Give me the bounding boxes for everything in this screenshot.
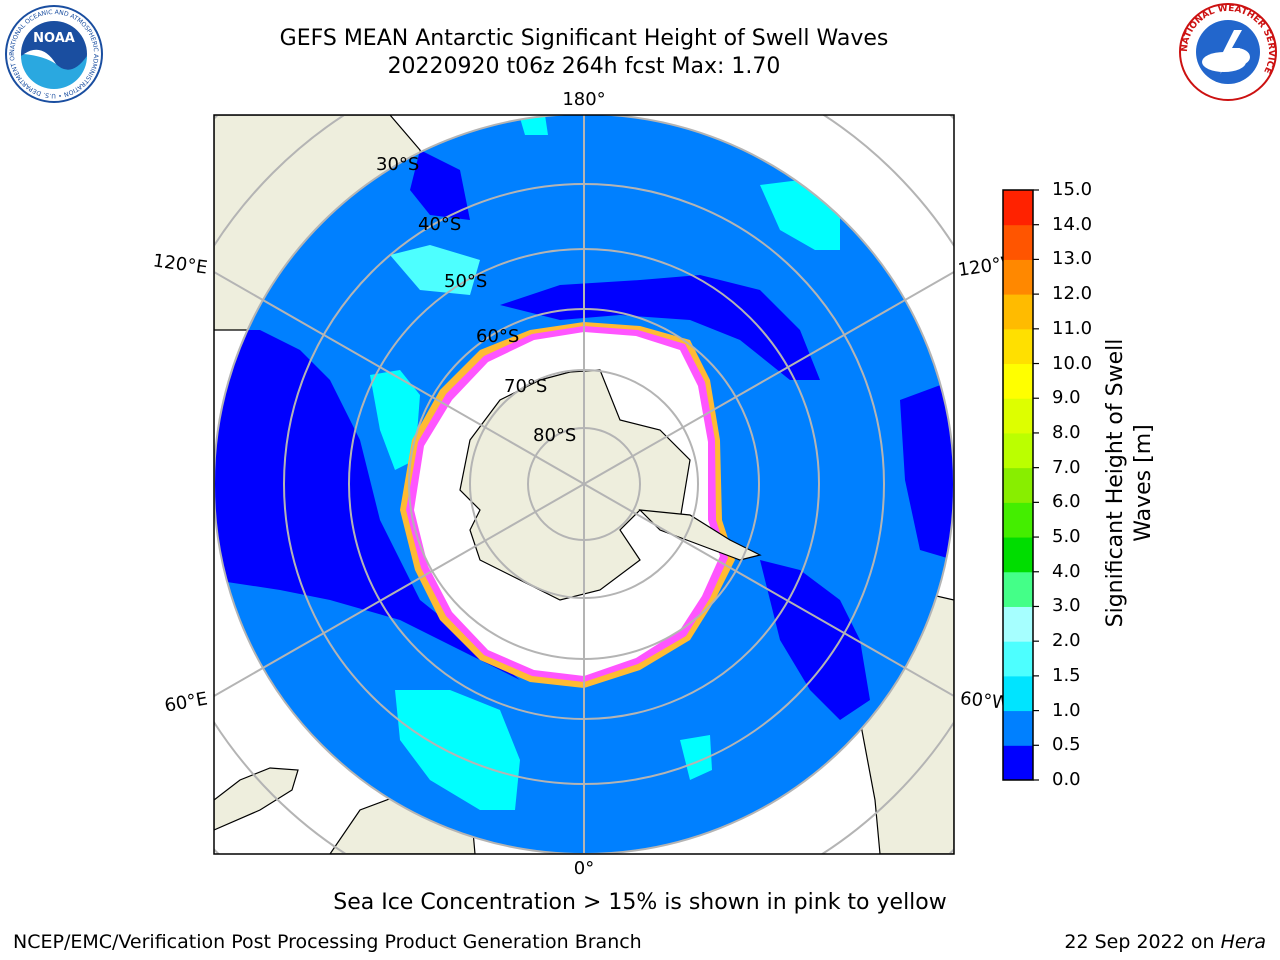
swell-region-north — [520, 115, 548, 135]
lon-label-60e: 60°E — [163, 688, 209, 716]
colorbar-tick-label: 1.5 — [1052, 664, 1081, 686]
lon-label-0: 0° — [574, 858, 594, 879]
colorbar-segment — [1003, 294, 1033, 330]
calm-region-tasman — [410, 150, 470, 220]
calm-region-ne — [900, 380, 954, 560]
swell-region-west — [370, 370, 420, 470]
lat-label-50s: 50°S — [444, 271, 487, 292]
sea-ice-note: Sea Ice Concentration > 15% is shown in … — [333, 890, 947, 915]
colorbar-segment — [1003, 710, 1033, 746]
colorbar-tick-label: 13.0 — [1052, 248, 1093, 270]
noaa-wordmark: NOAA — [33, 31, 75, 46]
colorbar-segment — [1003, 432, 1033, 469]
lat-label-60s: 60°S — [476, 326, 519, 347]
land-antarctica — [459, 369, 691, 601]
footer-host: Hera — [1220, 931, 1266, 953]
swell-region-indian — [395, 690, 520, 810]
colorbar-tick-label: 6.0 — [1052, 491, 1081, 513]
colorbar-tick-label: 5.0 — [1052, 526, 1081, 548]
graticule — [214, 115, 954, 854]
colorbar-label: Significant Height of Swell Waves [m] — [1103, 338, 1156, 628]
footer-credit: NCEP/EMC/Verification Post Processing Pr… — [13, 931, 642, 953]
lon-label-120e: 120°E — [152, 250, 209, 278]
colorbar-segment — [1003, 259, 1033, 295]
colorbar-segment — [1003, 641, 1033, 677]
colorbar-segment — [1003, 606, 1033, 642]
footer-date-text: 22 Sep 2022 on — [1064, 931, 1221, 953]
colorbar-segment — [1003, 502, 1033, 538]
colorbar-tick-label: 3.0 — [1052, 595, 1081, 617]
colorbar-tick-label: 11.0 — [1052, 317, 1093, 339]
colorbar — [1002, 189, 1039, 781]
colorbar-tick-label: 9.0 — [1052, 387, 1081, 409]
colorbar-tick-label: 15.0 — [1052, 179, 1093, 200]
swell-region-south — [680, 735, 712, 780]
lat-label-30s: 30°S — [376, 154, 419, 175]
land-madagascar — [214, 767, 299, 831]
lat-label-80s: 80°S — [533, 425, 576, 446]
noaa-logo: NATIONAL OCEANIC AND ATMOSPHERIC ADMINIS… — [1, 0, 104, 104]
colorbar-segment — [1003, 537, 1033, 573]
colorbar-tick-label: 1.0 — [1052, 699, 1081, 721]
colorbar-tick-label: 14.0 — [1052, 213, 1093, 235]
colorbar-segment — [1003, 224, 1033, 260]
calm-region-north — [500, 275, 820, 380]
colorbar-segment — [1003, 745, 1033, 781]
colorbar-segment — [1003, 328, 1033, 365]
lat-label-40s: 40°S — [418, 214, 461, 235]
chart-title: GEFS MEAN Antarctic Significant Height o… — [279, 26, 889, 51]
colorbar-tick-label: 8.0 — [1052, 421, 1081, 443]
colorbar-tick-label: 7.0 — [1052, 456, 1081, 478]
map-frame — [213, 114, 955, 855]
colorbar-segment — [1003, 398, 1033, 434]
colorbar-segment — [1003, 190, 1033, 226]
lat-label-70s: 70°S — [504, 376, 547, 397]
colorbar-tick-label: 12.0 — [1052, 283, 1093, 305]
footer-date: 22 Sep 2022 on Hera — [1064, 931, 1266, 953]
colorbar-segment — [1003, 571, 1033, 607]
nws-logo: NATIONAL WEATHER SERVICE — [1178, 2, 1278, 102]
chart-subtitle: 20220920 t06z 264h fcst Max: 1.70 — [387, 54, 781, 79]
colorbar-tick-label: 2.0 — [1052, 630, 1081, 652]
colorbar-tick-label: 0.0 — [1052, 769, 1081, 790]
colorbar-segment — [1003, 363, 1033, 399]
map-area — [214, 115, 954, 854]
colorbar-tick-label: 4.0 — [1052, 560, 1081, 582]
colorbar-segment — [1003, 675, 1033, 712]
lon-label-60w: 60°W — [959, 688, 1011, 714]
colorbar-frame — [1002, 189, 1034, 781]
colorbar-segment — [1003, 467, 1033, 503]
colorbar-tick-label: 10.0 — [1052, 352, 1093, 374]
colorbar-tick-label: 0.5 — [1052, 734, 1081, 756]
swell-region-tasman — [390, 245, 480, 295]
lon-label-180: 180° — [562, 89, 605, 110]
